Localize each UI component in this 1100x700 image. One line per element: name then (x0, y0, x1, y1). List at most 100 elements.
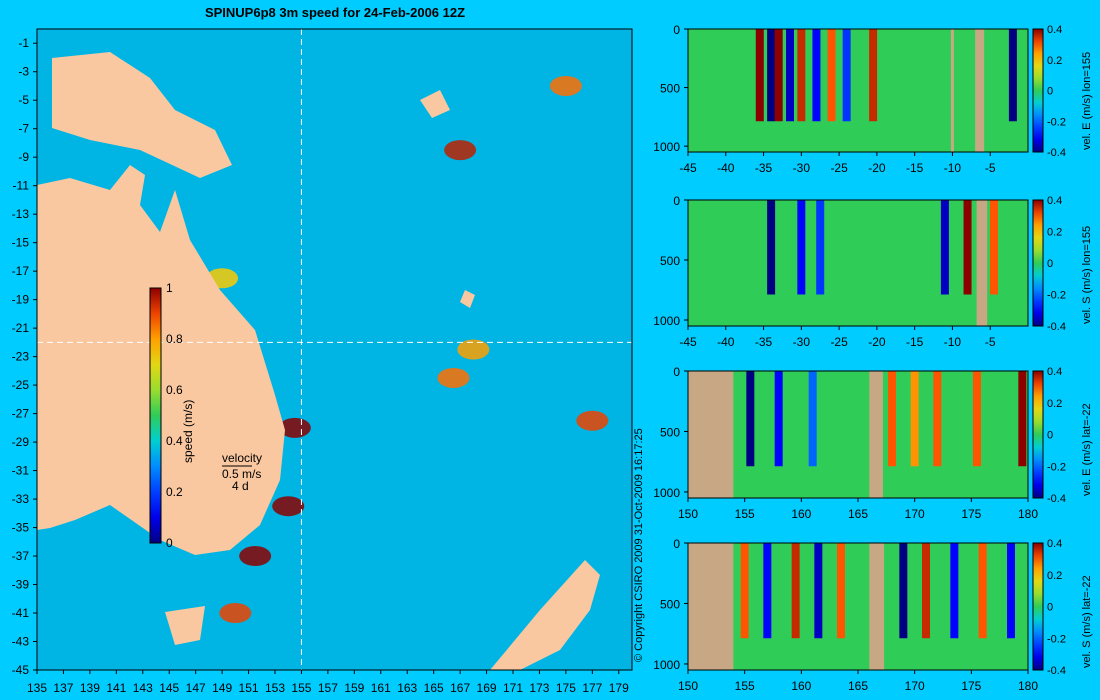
x-tick-label: 165 (424, 681, 444, 695)
colorbar-tick-label: -0.2 (1047, 461, 1066, 473)
x-tick-label: 159 (344, 681, 364, 695)
speed-colorbar (149, 287, 162, 544)
bathymetry-mask (688, 371, 734, 498)
map-frame (36, 28, 633, 671)
section-colorbar-label: vel. E (m/s) lon=155 (1081, 52, 1093, 150)
y-tick-label: -21 (12, 321, 30, 335)
x-tick-label: 160 (791, 679, 811, 693)
colorbar-tick-label: -0.2 (1047, 290, 1066, 302)
section-colorbar (1032, 542, 1044, 671)
x-tick-label: 155 (735, 679, 755, 693)
y-tick-label: -11 (13, 179, 30, 193)
x-tick-label: 160 (791, 507, 811, 521)
colorbar-tick-label: -0.2 (1047, 116, 1066, 128)
x-tick-label: 139 (80, 681, 100, 695)
bathymetry-mask (976, 200, 988, 326)
x-tick-label: 135 (27, 681, 47, 695)
x-tick-label: 180 (1018, 507, 1038, 521)
velocity-band (812, 29, 821, 122)
x-tick-label: -40 (717, 335, 735, 349)
y-tick-label: -35 (12, 521, 30, 535)
y-tick-label: 1000 (653, 314, 680, 328)
bathymetry-mask (869, 371, 883, 498)
x-tick-label: -5 (985, 161, 996, 175)
y-tick-label: 500 (660, 254, 680, 268)
velocity-band (922, 543, 930, 639)
colorbar-tick-label: 0 (1047, 86, 1053, 98)
colorbar-tick-label: 0 (1047, 258, 1053, 270)
y-tick-label: -19 (12, 293, 30, 307)
x-tick-label: 153 (265, 681, 285, 695)
velocity-band (837, 543, 845, 639)
section-frame (687, 199, 1029, 327)
velocity-band (910, 371, 919, 467)
velocity-band (774, 29, 783, 122)
y-tick-label: -39 (12, 578, 30, 592)
colorbar-tick-label: -0.4 (1047, 147, 1066, 159)
section-3-panel: 150 155 160 165 170 175 180 0 500 1000 0.4 0.2 0 -0.2… (653, 365, 1093, 521)
x-tick-label: 149 (212, 681, 232, 695)
velocity-band (797, 29, 806, 122)
x-tick-label: -30 (793, 161, 811, 175)
x-tick-label: 163 (397, 681, 417, 695)
velocity-band (816, 200, 825, 295)
colorbar-tick-label: 0.4 (1047, 538, 1062, 550)
bathymetry-mask (975, 29, 985, 152)
colorbar-tick-label: 0.8 (166, 332, 183, 346)
velocity-band (808, 371, 817, 467)
new-guinea-land (52, 52, 232, 178)
y-tick-label: -23 (12, 350, 30, 364)
velocity-band (774, 371, 783, 467)
x-tick-label: 170 (905, 679, 925, 693)
y-tick-label: -3 (18, 65, 29, 79)
x-tick-label: 180 (1018, 679, 1038, 693)
velocity-band (950, 543, 959, 639)
x-tick-label: 173 (529, 681, 549, 695)
section-background (688, 371, 1028, 498)
colorbar-tick-label: 0.2 (1047, 55, 1062, 67)
section-background (688, 29, 1028, 152)
y-tick-label: -41 (12, 606, 30, 620)
y-tick-label: 1000 (653, 140, 680, 154)
colorbar-tick-label: 1 (166, 281, 173, 295)
speed-hotspot (576, 410, 609, 431)
x-tick-label: 147 (186, 681, 206, 695)
section-colorbar (1032, 199, 1044, 327)
velocity-band (990, 200, 998, 295)
tasmania-land (165, 606, 205, 645)
x-tick-label: -15 (906, 335, 924, 349)
colorbar-tick-label: 0.2 (1047, 227, 1062, 239)
section-1-panel: -45 -40 -35 -30 -25 -20 -15 -10 -5 0 500 1000 0.4 0.2… (653, 23, 1093, 175)
x-tick-label: 155 (291, 681, 311, 695)
x-tick-label: 167 (450, 681, 470, 695)
velocity-band (763, 543, 772, 639)
colorbar-label: speed (m/s) (181, 400, 195, 463)
x-tick-label: 179 (609, 681, 629, 695)
x-tick-label: -20 (868, 161, 886, 175)
velocity-band (740, 543, 749, 639)
y-tick-label: 500 (660, 425, 680, 439)
colorbar-tick-label: 0.4 (166, 434, 183, 448)
y-tick-label: -17 (12, 264, 30, 278)
section-4-panel: 150 155 160 165 170 175 180 0 500 1000 0.4 0.2 0 -0.2… (653, 537, 1093, 693)
velocity-band (940, 200, 949, 295)
velocity-band (746, 371, 755, 467)
colorbar-tick-label: 0.2 (1047, 570, 1062, 582)
y-tick-label: -33 (12, 492, 30, 506)
y-tick-label: 0 (673, 365, 680, 379)
y-tick-label: 0 (673, 537, 680, 551)
y-tick-label: 1000 (653, 486, 680, 500)
velocity-band (933, 371, 942, 467)
x-tick-label: 137 (53, 681, 73, 695)
velocity-band (899, 543, 908, 639)
section-colorbar-label: vel. S (m/s) lat=-22 (1081, 575, 1093, 668)
x-tick-label: -40 (717, 161, 735, 175)
x-tick-label: 175 (556, 681, 576, 695)
y-tick-label: -45 (12, 663, 30, 677)
section-colorbar (1032, 370, 1044, 499)
x-tick-label: 169 (477, 681, 497, 695)
colorbar-tick-label: 0 (1047, 602, 1053, 614)
section-colorbar (1032, 28, 1044, 153)
bathymetry-mask (950, 29, 954, 152)
